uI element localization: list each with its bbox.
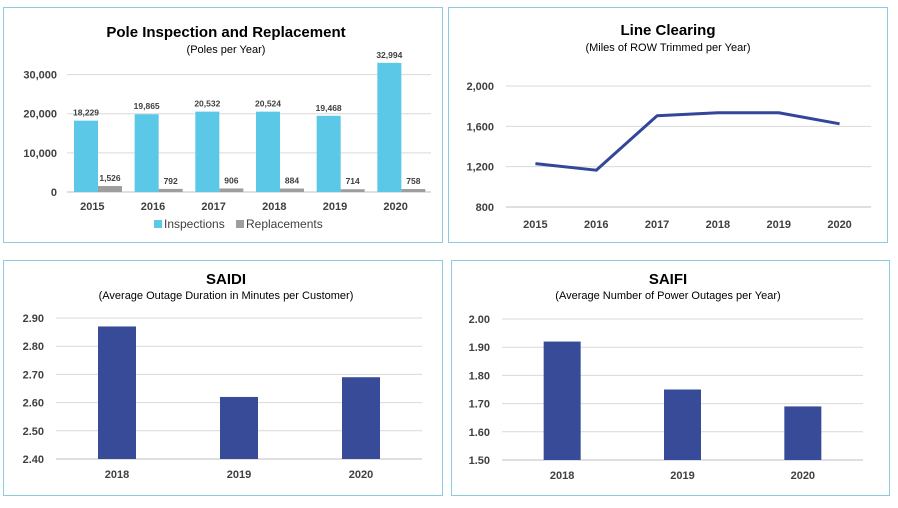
y-tick-label: 2,000: [466, 81, 494, 93]
y-tick-label: 1.50: [469, 455, 490, 467]
pole-chart: Pole Inspection and Replacement (Poles p…: [23, 24, 431, 231]
bar-inspections-2018: [256, 111, 280, 192]
y-tick-label: 1.60: [469, 427, 490, 439]
chart-subtitle: (Average Number of Power Outages per Yea…: [555, 290, 780, 302]
chart-title: Line Clearing: [620, 22, 715, 39]
legend-swatch-replacements: [236, 220, 244, 228]
bar-replacements-2015: [98, 186, 122, 192]
bar-2020: [342, 377, 380, 459]
saidi-chart: SAIDI (Average Outage Duration in Minute…: [23, 271, 422, 481]
chart-legend: Inspections Replacements: [154, 217, 323, 231]
data-label: 792: [164, 176, 178, 186]
bar-replacements-2017: [219, 188, 244, 192]
x-tick-label: 2018: [262, 201, 286, 213]
bar-inspections-2019: [316, 115, 341, 192]
legend-label-replacements: Replacements: [246, 217, 323, 231]
bar-replacements-2020: [401, 189, 426, 192]
data-label: 19,468: [316, 103, 342, 113]
chart-subtitle: (Average Outage Duration in Minutes per …: [99, 290, 354, 302]
legend-swatch-inspections: [154, 220, 162, 228]
y-tick-label: 1.70: [469, 399, 490, 411]
bar-2020: [784, 406, 822, 460]
y-tick-label: 30,000: [23, 70, 57, 82]
saifi-panel: SAIFI (Average Number of Power Outages p…: [451, 260, 890, 496]
x-tick-label: 2015: [80, 201, 104, 213]
data-label: 1,526: [99, 173, 121, 183]
series-line: [535, 111, 840, 172]
y-tick-label: 2.80: [23, 341, 44, 353]
x-tick-label: 2019: [227, 469, 251, 481]
y-tick-label: 2.60: [23, 398, 44, 410]
x-tick-label: 2017: [201, 201, 225, 213]
y-tick-label: 2.50: [23, 426, 44, 438]
y-tick-label: 2.70: [23, 369, 44, 381]
legend-label-inspections: Inspections: [164, 217, 225, 231]
bar-2019: [220, 396, 258, 459]
y-tick-label: 1,600: [466, 121, 494, 133]
x-tick-label: 2019: [767, 219, 791, 231]
y-tick-label: 20,000: [23, 109, 57, 121]
x-tick-label: 2016: [584, 219, 608, 231]
line-clearing-panel: Line Clearing (Miles of ROW Trimmed per …: [448, 7, 888, 243]
x-tick-label: 2020: [827, 219, 851, 231]
x-tick-label: 2018: [706, 219, 730, 231]
chart-title: Pole Inspection and Replacement: [106, 24, 345, 41]
x-tick-label: 2019: [670, 470, 694, 482]
y-tick-label: 800: [476, 202, 494, 214]
line-clearing-chart: Line Clearing (Miles of ROW Trimmed per …: [466, 22, 871, 231]
data-label: 20,532: [194, 99, 220, 109]
bar-inspections-2020: [377, 62, 402, 193]
x-tick-label: 2020: [349, 469, 373, 481]
data-label: 714: [346, 176, 360, 186]
y-tick-label: 1.80: [469, 370, 490, 382]
bar-inspections-2017: [195, 111, 220, 192]
pole-chart-panel: Pole Inspection and Replacement (Poles p…: [3, 7, 443, 243]
data-label: 906: [224, 175, 238, 185]
x-tick-label: 2018: [550, 470, 574, 482]
data-label: 18,229: [73, 108, 99, 118]
chart-subtitle: (Miles of ROW Trimmed per Year): [585, 42, 750, 54]
chart-title: SAIDI: [206, 271, 246, 288]
bar-inspections-2016: [134, 114, 159, 192]
bar-2018: [543, 341, 581, 460]
x-tick-label: 2017: [645, 219, 669, 231]
saidi-panel: SAIDI (Average Outage Duration in Minute…: [3, 260, 443, 496]
y-tick-label: 10,000: [23, 148, 57, 160]
bar-replacements-2018: [280, 188, 304, 192]
data-label: 32,994: [376, 50, 402, 60]
x-tick-label: 2019: [323, 201, 347, 213]
bar-replacements-2016: [158, 188, 183, 192]
x-tick-label: 2018: [105, 469, 129, 481]
chart-subtitle: (Poles per Year): [187, 44, 266, 56]
data-label: 20,524: [255, 99, 281, 109]
saifi-chart: SAIFI (Average Number of Power Outages p…: [469, 271, 863, 482]
y-tick-label: 0: [51, 187, 57, 199]
y-tick-label: 2.40: [23, 454, 44, 466]
data-label: 758: [406, 176, 420, 186]
x-tick-label: 2020: [791, 470, 815, 482]
y-tick-label: 1,200: [466, 162, 494, 174]
x-tick-label: 2016: [141, 201, 165, 213]
data-label: 884: [285, 176, 299, 186]
y-tick-label: 2.90: [23, 313, 44, 325]
x-tick-label: 2015: [523, 219, 547, 231]
bar-2018: [98, 326, 136, 459]
y-tick-label: 2.00: [469, 314, 490, 326]
x-tick-label: 2020: [383, 201, 407, 213]
chart-title: SAIFI: [649, 271, 687, 288]
bar-inspections-2015: [74, 120, 98, 192]
bar-replacements-2019: [340, 189, 365, 192]
data-label: 19,865: [134, 101, 160, 111]
bar-2019: [664, 389, 701, 460]
y-tick-label: 1.90: [469, 342, 490, 354]
